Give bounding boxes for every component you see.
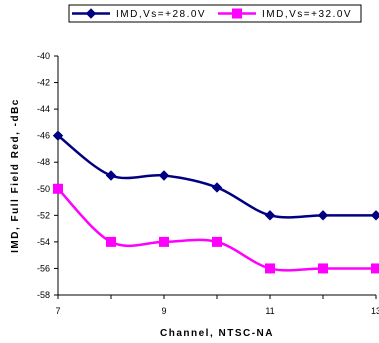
y-axis-title: IMD, Full Field Red, -dBc bbox=[10, 98, 21, 253]
y-tick-label: -54 bbox=[37, 237, 50, 247]
series-line bbox=[57, 187, 376, 272]
legend-entry-1: IMD,Vs=+28.0V bbox=[72, 8, 206, 20]
plot-area: -58 -56 -54 -52 -50 -48 -46 -44 -42 -40 7 9 11 13 bbox=[37, 51, 379, 316]
data-point bbox=[159, 236, 169, 247]
y-tick-label: -44 bbox=[37, 104, 50, 114]
y-tick-label: -56 bbox=[37, 263, 50, 273]
x-tick-label: 7 bbox=[55, 306, 60, 316]
legend-entry-2: IMD,Vs=+32.0V bbox=[218, 8, 352, 20]
data-point bbox=[212, 236, 222, 247]
data-point bbox=[52, 130, 64, 141]
data-point bbox=[211, 182, 223, 193]
data-point bbox=[264, 210, 276, 221]
y-tick-label: -50 bbox=[37, 184, 50, 194]
legend-box bbox=[68, 4, 362, 23]
y-tick-label: -48 bbox=[37, 157, 50, 167]
x-tick-label: 13 bbox=[371, 306, 379, 316]
legend-marker bbox=[232, 8, 242, 19]
data-point bbox=[317, 210, 329, 221]
y-tick-label: -58 bbox=[37, 290, 50, 300]
data-point bbox=[158, 170, 170, 181]
legend-label: IMD,Vs=+28.0V bbox=[116, 9, 206, 20]
data-point bbox=[53, 183, 63, 194]
data-point bbox=[265, 263, 275, 274]
series-1 bbox=[52, 130, 379, 221]
data-point bbox=[318, 263, 328, 274]
y-tick-label: -52 bbox=[37, 210, 50, 220]
y-tick-label: -42 bbox=[37, 78, 50, 88]
legend-label: IMD,Vs=+32.0V bbox=[262, 9, 352, 20]
data-point bbox=[105, 170, 117, 181]
x-axis-title: Channel, NTSC-NA bbox=[160, 328, 274, 339]
series-line bbox=[57, 134, 376, 219]
x-tick-label: 11 bbox=[265, 306, 274, 316]
data-point bbox=[370, 210, 379, 221]
y-tick-label: -46 bbox=[37, 131, 50, 141]
data-point bbox=[106, 236, 116, 247]
x-tick-label: 9 bbox=[161, 306, 166, 316]
data-point bbox=[371, 263, 379, 274]
legend: IMD,Vs=+28.0V IMD,Vs=+32.0V bbox=[68, 4, 362, 23]
y-tick-label: -40 bbox=[37, 51, 50, 61]
legend-marker bbox=[85, 8, 97, 19]
series-2 bbox=[53, 183, 379, 274]
